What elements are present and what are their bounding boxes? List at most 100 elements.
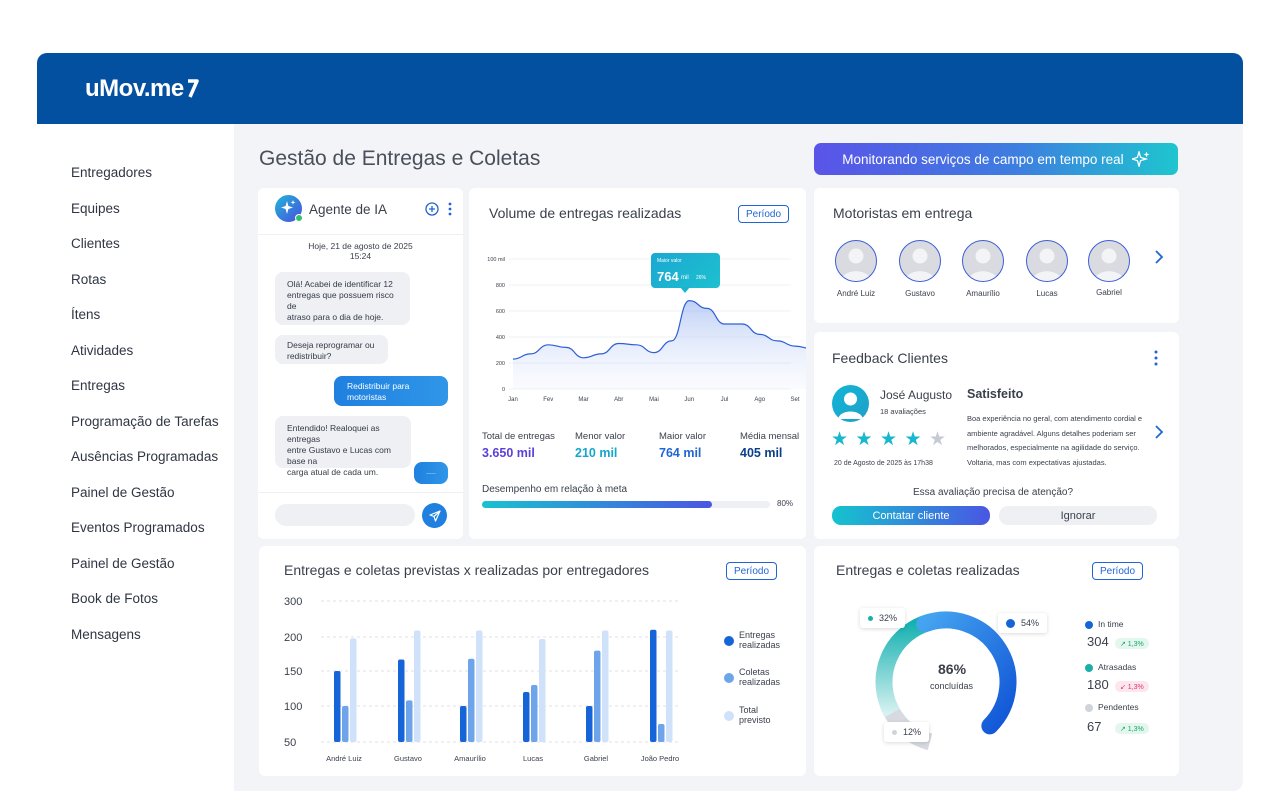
bar — [539, 639, 546, 742]
bar — [658, 724, 665, 742]
x-tick-label: André Luiz — [326, 754, 362, 763]
bar — [594, 650, 601, 742]
contact-customer-button[interactable]: Contatar cliente — [832, 506, 990, 525]
bar — [350, 638, 357, 742]
meta-value: 80% — [777, 499, 794, 508]
sidebar-item-entregas[interactable]: Entregas — [71, 378, 126, 394]
chat-footer-divider — [258, 492, 463, 493]
sidebar-item-entregadores[interactable]: Entregadores — [71, 165, 153, 181]
user-placeholder-icon — [1032, 248, 1062, 281]
donut-period-button[interactable]: Período — [1092, 562, 1144, 580]
chevron-right-icon[interactable] — [1154, 249, 1164, 265]
driver-name: André Luiz — [836, 289, 876, 298]
x-tick-label: João Pedro — [641, 754, 679, 763]
user-placeholder-icon — [968, 248, 998, 281]
logo-arrow-icon — [187, 79, 199, 98]
y-tick-label: 200 — [284, 632, 302, 644]
user-placeholder-icon — [841, 248, 871, 281]
feedback-text-line: ambiente agradável. Alguns detalhes pode… — [967, 428, 1136, 438]
kpi-avg-value: 405 mil — [740, 446, 783, 460]
bar — [334, 671, 341, 742]
x-tick-label: Mai — [649, 397, 659, 403]
chat-date-time: 15:24 — [349, 251, 372, 261]
sidebar-item-ausencias[interactable]: Ausências Programadas — [71, 449, 219, 465]
feedback-more-icon[interactable] — [1153, 350, 1159, 366]
sidebar-item-painel-gestao[interactable]: Painel de Gestão — [71, 484, 175, 500]
legend-line: realizadas — [739, 640, 781, 650]
tooltip-label: Maior valor — [657, 258, 682, 264]
driver-avatar[interactable] — [962, 240, 1004, 282]
x-tick-label: Gustavo — [394, 754, 422, 763]
donut-center-label: concluídas — [930, 681, 974, 691]
driver-name: Gabriel — [1096, 288, 1122, 297]
customer-avatar — [832, 385, 869, 422]
volume-title: Volume de entregas realizadas — [489, 205, 682, 221]
sidebar-item-itens[interactable]: Ítens — [71, 307, 101, 323]
feedback-next-icon[interactable] — [1154, 424, 1164, 440]
driver-avatar[interactable] — [1026, 240, 1068, 282]
driver-avatar[interactable] — [899, 240, 941, 282]
sidebar-item-eventos[interactable]: Eventos Programados — [71, 520, 205, 536]
y-tick-label: 0 — [502, 387, 505, 393]
area-fill — [513, 300, 806, 389]
driver-name: Amaurílio — [966, 289, 1000, 298]
x-tick-label: Gabriel — [584, 754, 609, 763]
y-tick-label: 50 — [284, 737, 296, 749]
donut-title: Entregas e coletas realizadas — [836, 562, 1020, 578]
x-tick-label: Jan — [508, 397, 518, 403]
logo[interactable]: uMov.me — [85, 75, 199, 103]
x-tick-label: Fev — [543, 397, 553, 403]
customer-reviews: 18 avaliações — [880, 407, 926, 416]
feedback-text: Boa experiência no geral, com atendiment… — [967, 412, 1142, 470]
legend-dot-previsto — [724, 711, 734, 721]
sidebar-item-equipes[interactable]: Equipes — [71, 200, 120, 216]
legend-pendentes-value: 67 — [1087, 719, 1102, 734]
legend-atrasadas-value: 180 — [1087, 677, 1109, 692]
realtime-monitor-button[interactable]: Monitorando serviços de campo em tempo r… — [814, 143, 1178, 175]
y-tick-label: 600 — [496, 309, 505, 315]
legend-dot-pendentes — [1085, 704, 1093, 712]
tooltip-pointer — [680, 287, 690, 293]
page-title: Gestão de Entregas e Coletas — [259, 147, 541, 170]
driver-avatar[interactable] — [835, 240, 877, 282]
app-frame: uMov.me Entregadores Equipes Clientes Ro… — [37, 53, 1243, 791]
series-line — [512, 299, 806, 360]
legend-pendentes-trend: ↗ 1,3% — [1115, 723, 1149, 734]
ignore-button[interactable]: Ignorar — [999, 506, 1157, 525]
legend-previsto: Total previsto — [739, 705, 771, 725]
driver-avatar[interactable] — [1088, 240, 1130, 282]
x-tick-label: Set — [790, 397, 799, 403]
feedback-text-line: Boa experiência no geral, com atendiment… — [967, 414, 1143, 423]
sidebar-item-programacao-tarefas[interactable]: Programação de Tarefas — [71, 413, 219, 429]
legend-line: Coletas — [739, 667, 770, 677]
sidebar-item-book-fotos[interactable]: Book de Fotos — [71, 591, 159, 607]
callout-label: 32% — [879, 613, 898, 623]
drivers-card: Motoristas em entrega André Luiz Gustavo A… — [814, 188, 1179, 323]
sidebar-item-mensagens[interactable]: Mensagens — [71, 626, 141, 642]
more-options-icon[interactable] — [447, 202, 453, 216]
x-tick-label: Mar — [578, 397, 588, 403]
online-status-dot — [295, 214, 303, 222]
kpi-total-value: 3.650 mil — [482, 446, 535, 460]
x-tick-label: Ago — [754, 397, 765, 403]
add-chat-icon[interactable] — [425, 202, 439, 216]
kpi-min-value: 210 mil — [575, 446, 618, 460]
donut-card: Entregas e coletas realizadas Período 86… — [814, 546, 1179, 776]
bar-chart-period-button[interactable]: Período — [726, 562, 778, 580]
sidebar-item-atividades[interactable]: Atividades — [71, 342, 134, 358]
volume-period-button[interactable]: Período — [738, 205, 790, 223]
feedback-sentiment: Satisfeito — [967, 387, 1024, 401]
send-button[interactable] — [422, 503, 447, 528]
legend-intime-value: 304 — [1087, 634, 1109, 649]
sidebar-item-clientes[interactable]: Clientes — [71, 236, 120, 252]
x-tick-label: Jul — [721, 397, 729, 403]
legend-line: previsto — [739, 715, 771, 725]
sidebar-item-painel-gestao-2[interactable]: Painel de Gestão — [71, 555, 175, 571]
sidebar-item-rotas[interactable]: Rotas — [71, 271, 107, 287]
ai-agent-title: Agente de IA — [309, 202, 388, 217]
chat-input[interactable] — [275, 504, 415, 526]
kpi-total-label: Total de entregas — [482, 431, 555, 442]
y-tick-label: 150 — [284, 666, 302, 678]
volume-tooltip: Maior valor 764 mil 26% — [651, 253, 720, 293]
send-icon — [428, 509, 441, 522]
